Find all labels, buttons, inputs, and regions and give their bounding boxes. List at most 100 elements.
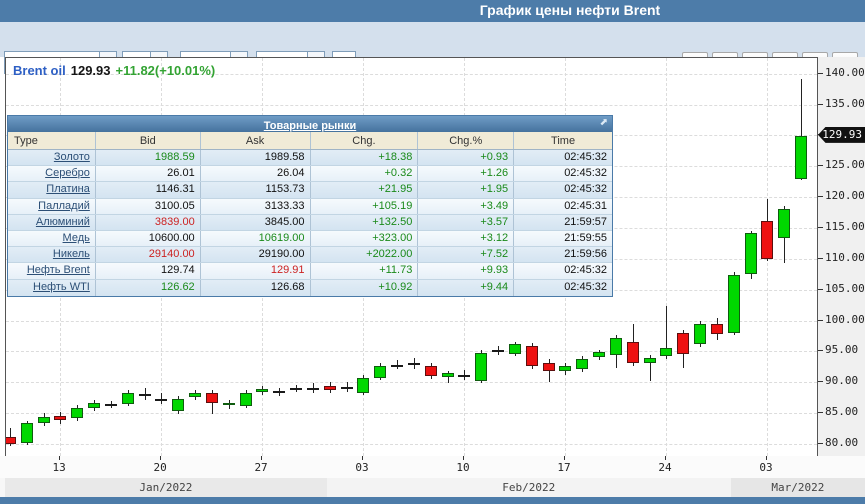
cell-time: 21:59:55	[564, 231, 608, 244]
candle-body	[155, 398, 168, 401]
y-axis-tick	[818, 350, 823, 352]
quotes-table-title-link[interactable]: Товарные рынки	[263, 120, 357, 132]
candle-body	[475, 352, 488, 382]
candle-body	[71, 408, 84, 419]
column-header-bid: Bid	[96, 132, 201, 149]
candle-body	[20, 423, 33, 443]
candle-body	[239, 392, 252, 406]
cell-ask: 1153.73	[201, 182, 311, 198]
cell-type: Никель	[8, 247, 96, 263]
candle-body	[710, 324, 723, 335]
y-axis-tick	[818, 381, 823, 383]
h-gridline	[6, 382, 817, 384]
x-axis-tick	[59, 456, 61, 460]
month-label: Feb/2022	[502, 481, 556, 494]
candle-wick	[397, 360, 399, 370]
cell-bid: 1988.59	[96, 150, 201, 166]
candle-wick	[312, 382, 314, 393]
commodity-link[interactable]: Нефть WTI	[33, 280, 90, 293]
month-band: Jan/2022	[5, 478, 327, 497]
toolbar: Brent oil ▼ Last ▼ Candle ▼ 1Day ▼ << < …	[0, 22, 865, 76]
commodity-link[interactable]: Медь	[62, 231, 90, 244]
candle-body	[458, 375, 471, 378]
cell-ask: 29190.00	[201, 247, 311, 263]
month-band-row: Jan/2022 Feb/2022 Mar/2022	[0, 478, 865, 497]
candle-body	[525, 345, 538, 367]
quotes-table-titlebar: Товарные рынки ⬈	[8, 116, 612, 132]
cell-chg-pct: +0.93	[418, 150, 515, 166]
candle-body	[6, 437, 16, 444]
cell-time: 02:45:32	[564, 264, 608, 277]
quotes-table-body: Золото 1988.59 1989.58 +18.38 +0.93 02:45:32 С…	[8, 150, 612, 296]
candle-body	[542, 363, 555, 372]
cell-bid: 3839.00	[96, 214, 201, 230]
commodity-link[interactable]: Палладий	[38, 199, 90, 212]
candle-body	[374, 366, 387, 378]
candle-body	[306, 387, 319, 390]
table-row: Серебро 26.01 26.04 +0.32 +1.26 02:45:32	[8, 166, 612, 183]
cell-type: Палладий	[8, 198, 96, 214]
cell-chg: +132.50	[311, 214, 419, 230]
candle-wick	[464, 369, 466, 381]
cell-chg-pct: +3.12	[418, 230, 515, 247]
x-axis-tick	[362, 456, 364, 460]
candle-wick	[161, 393, 163, 404]
h-gridline	[6, 320, 817, 322]
commodity-link[interactable]: Золото	[53, 151, 90, 163]
candle-body	[407, 363, 420, 366]
month-band: Feb/2022	[326, 478, 731, 497]
expand-icon[interactable]: ⬈	[599, 117, 608, 128]
commodity-link[interactable]: Никель	[52, 248, 90, 261]
quotes-table-header: Type Bid Ask Chg. Chg.% Time	[8, 132, 612, 150]
cell-bid: 29140.00	[96, 247, 201, 263]
candle-wick	[649, 354, 651, 382]
candle-body	[660, 348, 673, 356]
cell-chg-pct: +7.52	[418, 247, 515, 263]
candle-wick	[801, 79, 802, 180]
legend-change: +11.82(+10.01%)	[115, 63, 216, 78]
y-axis-tick	[818, 288, 823, 290]
candle-wick	[666, 305, 668, 359]
commodity-link[interactable]: Платина	[46, 183, 90, 196]
column-header-type: Type	[8, 132, 96, 149]
cell-type: Нефть Brent	[8, 263, 96, 279]
commodity-link[interactable]: Нефть Brent	[26, 264, 90, 277]
y-axis-label: 80.00	[825, 435, 859, 449]
candle-body	[37, 416, 50, 423]
y-axis-tick	[818, 72, 823, 74]
candle-wick	[110, 400, 112, 409]
candle-body	[593, 352, 606, 357]
commodity-quotes-table: Товарные рынки ⬈ Type Bid Ask Chg. Chg.%…	[7, 115, 613, 297]
cell-chg-pct: +9.93	[418, 263, 515, 279]
candle-body	[104, 404, 117, 407]
cell-type: Платина	[8, 182, 96, 198]
cell-bid: 3100.05	[96, 198, 201, 214]
x-axis-tick	[766, 456, 768, 460]
h-gridline	[6, 443, 817, 445]
page-title: График цены нефти Brent	[479, 2, 661, 18]
candle-wick	[10, 427, 11, 446]
table-row: Нефть WTI 126.62 126.68 +10.92 +9.44 02:45:32	[8, 279, 612, 296]
header-bar: График цены нефти Brent	[0, 0, 865, 22]
h-gridline	[6, 413, 817, 415]
y-axis-tick	[818, 103, 823, 105]
commodity-link[interactable]: Алюминий	[35, 215, 90, 228]
commodity-link[interactable]: Серебро	[45, 167, 90, 180]
y-axis-label: 100.00	[825, 312, 865, 326]
x-axis-label: 03	[759, 461, 773, 474]
candle-body	[492, 349, 505, 352]
cell-ask: 126.68	[201, 279, 311, 296]
cell-ask: 129.91	[201, 263, 311, 279]
candle-wick	[296, 384, 298, 393]
month-band: Mar/2022	[730, 478, 865, 497]
x-axis-tick	[261, 456, 263, 460]
candle-body	[694, 324, 707, 345]
cell-time: 02:45:32	[564, 167, 608, 180]
cell-chg: +18.38	[311, 150, 419, 166]
cell-chg: +0.32	[311, 166, 419, 182]
x-axis: 13 20 27 03 10 17 24 03	[0, 456, 865, 478]
x-axis-label: 03	[355, 461, 369, 474]
candle-body	[323, 385, 336, 390]
table-row: Палладий 3100.05 3133.33 +105.19 +3.49 02:45:…	[8, 198, 612, 215]
